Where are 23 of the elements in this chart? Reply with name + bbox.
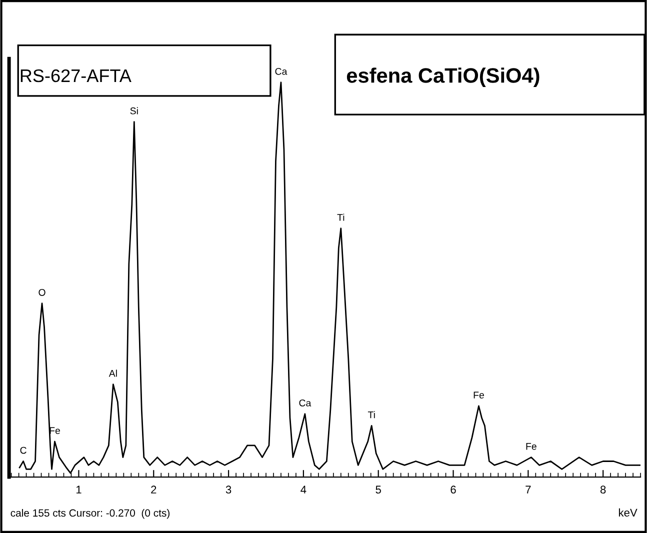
x-tick-label: 7: [526, 486, 531, 494]
x-tick-label: 3: [226, 486, 232, 494]
annotation: Si: [130, 107, 138, 114]
annotation: Ti: [368, 411, 375, 418]
annotation: Fe: [526, 443, 536, 450]
x-tick-label: 1: [76, 486, 82, 494]
annotation: Ca: [299, 400, 312, 406]
annotation: Ca: [275, 68, 288, 75]
x-tick-label: 2: [151, 486, 156, 494]
annotation: O: [38, 288, 46, 296]
x-tick-label: 6: [450, 486, 456, 494]
annotation: C: [20, 446, 26, 454]
x-tick-label: 5: [376, 486, 381, 494]
annotation: Fe: [474, 392, 484, 399]
text: RS-627-AFTA: [20, 69, 132, 82]
annotation: Fe: [50, 427, 60, 434]
annotation: Al: [108, 370, 117, 377]
text: cale 155 cts Cursor: -0.270 (0 cts): [10, 509, 170, 519]
annotation: esfena CaTiO(SiO4): [346, 68, 540, 87]
x-axis-title: keV: [618, 508, 638, 517]
x-tick-label: 4: [300, 486, 306, 494]
annotation: Ti: [337, 214, 344, 221]
x-tick-label: 8: [600, 486, 606, 494]
